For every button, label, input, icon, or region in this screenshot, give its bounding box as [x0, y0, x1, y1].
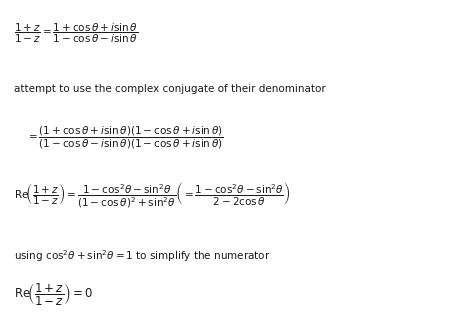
Text: $\dfrac{1+z}{1-z}=\dfrac{1+\cos\theta+i\sin\theta}{1-\cos\theta-i\sin\theta}$: $\dfrac{1+z}{1-z}=\dfrac{1+\cos\theta+i\… — [14, 22, 138, 45]
Text: attempt to use the complex conjugate of their denominator: attempt to use the complex conjugate of … — [14, 84, 326, 94]
Text: $\mathrm{Re}\!\left(\dfrac{1+z}{1-z}\right)=0$: $\mathrm{Re}\!\left(\dfrac{1+z}{1-z}\rig… — [14, 281, 93, 307]
Text: $\mathrm{Re}\!\left(\dfrac{1+z}{1-z}\right)=\dfrac{1-\cos^{2}\!\theta-\sin^{2}\!: $\mathrm{Re}\!\left(\dfrac{1+z}{1-z}\rig… — [14, 181, 291, 211]
Text: $=\dfrac{(1+\cos\theta+i\sin\theta)(1-\cos\theta+i\sin\theta)}{(1-\cos\theta-i\s: $=\dfrac{(1+\cos\theta+i\sin\theta)(1-\c… — [26, 125, 224, 151]
Text: using $\cos^{2}\!\theta+\sin^{2}\!\theta=1$ to simplify the numerator: using $\cos^{2}\!\theta+\sin^{2}\!\theta… — [14, 248, 271, 264]
